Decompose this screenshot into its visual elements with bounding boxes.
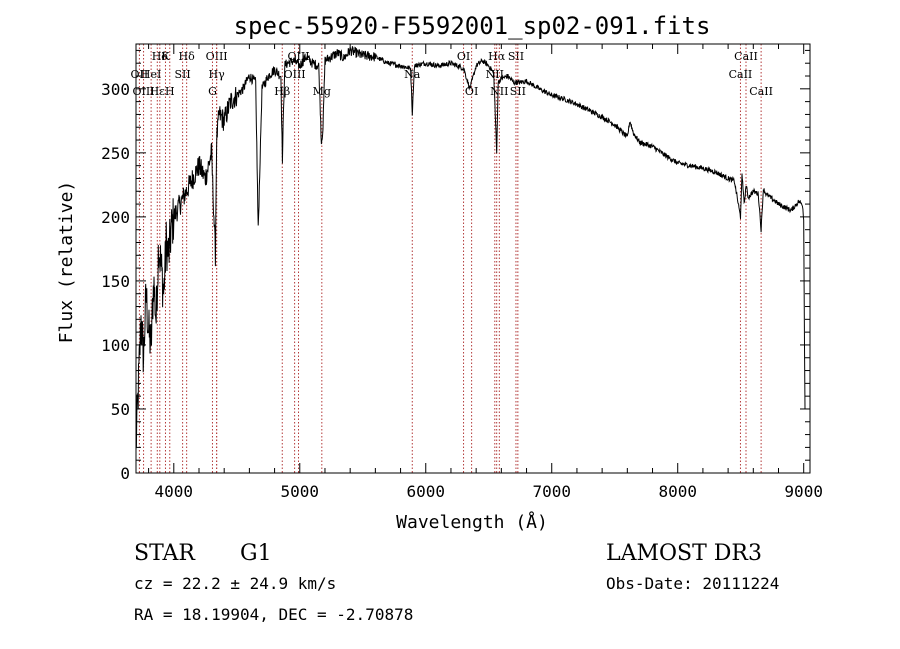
- x-axis: 4000 5000 6000 7000 8000 9000: [148, 44, 823, 501]
- marker-label: Hγ: [209, 68, 226, 81]
- y-tick-label: 50: [111, 400, 130, 419]
- marker-label: CaII: [749, 85, 773, 98]
- object-subclass: G1: [240, 541, 272, 566]
- marker-label: Hα: [488, 50, 506, 63]
- x-tick-label: 6000: [406, 482, 445, 501]
- marker-label: Na: [404, 68, 421, 81]
- y-tick-label: 250: [101, 144, 130, 163]
- marker-label: OIII: [284, 68, 306, 81]
- object-class: STAR: [134, 541, 196, 566]
- marker-label: K: [161, 50, 170, 63]
- marker-label: CaII: [734, 50, 758, 63]
- plot-frame: [135, 43, 811, 474]
- marker-label: SII: [508, 50, 524, 63]
- marker-label: H: [165, 85, 175, 98]
- marker-label: Hδ: [152, 50, 169, 63]
- marker-label: OI: [457, 50, 470, 63]
- x-tick-label: 5000: [281, 482, 320, 501]
- marker-label: Hδ: [179, 50, 196, 63]
- y-tick-label: 150: [101, 272, 130, 291]
- x-axis-label: Wavelength (Å): [396, 511, 548, 533]
- marker-label: OIII: [133, 85, 155, 98]
- y-tick-label: 0: [120, 464, 130, 483]
- marker-label: CaII: [729, 68, 753, 81]
- marker-label: OIII: [206, 50, 228, 63]
- coordinates-label: RA = 18.19904, DEC = -2.70878: [134, 605, 413, 624]
- obs-date-label: Obs-Date: 20111224: [606, 574, 779, 593]
- y-tick-label: 300: [101, 80, 130, 99]
- survey-label: LAMOST DR3: [606, 541, 762, 566]
- y-tick-label: 200: [101, 208, 130, 227]
- marker-label: NII: [486, 68, 504, 81]
- y-tick-label: 100: [101, 336, 130, 355]
- marker-label: OI: [465, 85, 478, 98]
- marker-label: SII: [510, 85, 526, 98]
- y-axis: 0 50 100 150 200 250 300: [101, 49, 810, 483]
- x-tick-label: 8000: [658, 482, 697, 501]
- marker-label: Hε: [150, 85, 166, 98]
- marker-label: OII: [131, 68, 149, 81]
- y-axis-label: Flux (relative): [56, 181, 77, 344]
- marker-label: Mg: [313, 85, 331, 98]
- marker-label: G: [208, 85, 217, 98]
- marker-label: NII: [490, 85, 508, 98]
- marker-label: Hβ: [274, 85, 290, 98]
- redshift-label: cz = 22.2 ± 24.9 km/s: [134, 574, 336, 593]
- chart-title: spec-55920-F5592001_sp02-091.fits: [234, 12, 711, 40]
- x-tick-label: 4000: [155, 482, 194, 501]
- marker-label: SII: [174, 68, 190, 81]
- x-tick-label: 7000: [532, 482, 571, 501]
- marker-label: HeI: [141, 68, 161, 81]
- spectrum-line: [135, 46, 806, 449]
- x-tick-label: 9000: [784, 482, 823, 501]
- spectrum-series: [135, 46, 806, 449]
